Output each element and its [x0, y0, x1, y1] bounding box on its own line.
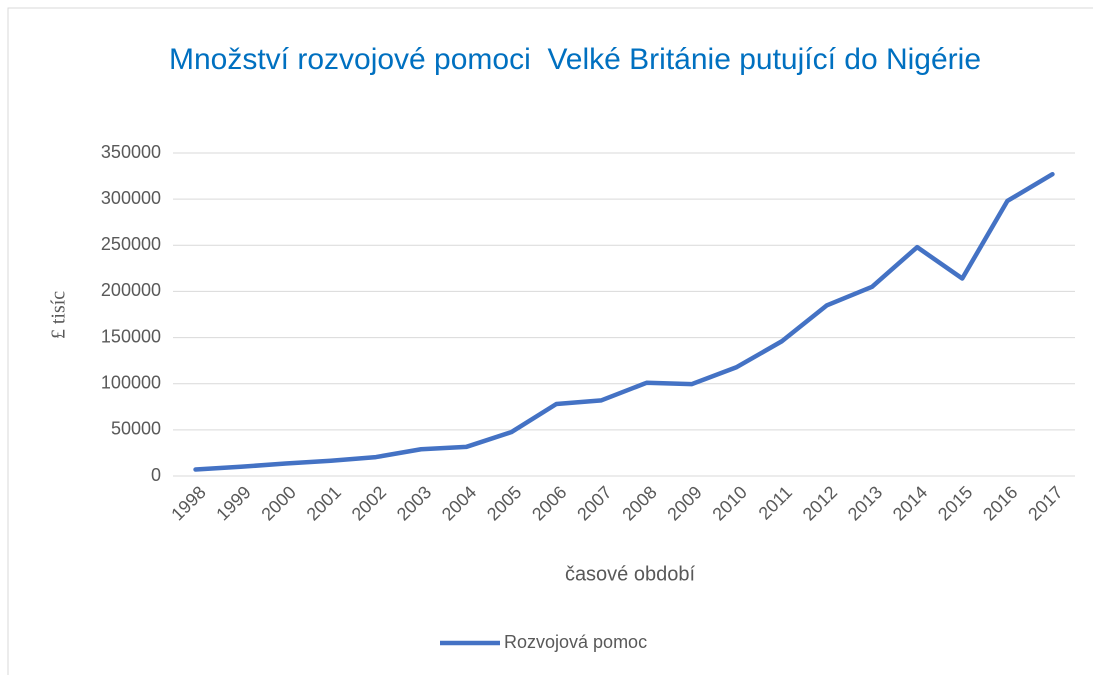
chart-title: Množství rozvojové pomoci Velké Británie… — [168, 43, 982, 76]
x-tick-label: 2012 — [799, 482, 841, 524]
x-tick-label: 2017 — [1024, 482, 1066, 524]
legend-label: Rozvojová pomoc — [504, 632, 647, 652]
y-tick-label: 200000 — [101, 280, 161, 300]
x-tick-label: 2007 — [573, 482, 615, 524]
y-tick-label: 250000 — [101, 234, 161, 254]
y-tick-label: 150000 — [101, 326, 161, 346]
x-tick-label: 2000 — [257, 482, 299, 524]
x-tick-label: 1999 — [212, 482, 254, 524]
y-axis-title: £ tisíc — [48, 291, 70, 339]
x-axis-title: časové období — [565, 563, 696, 585]
y-tick-label: 0 — [151, 465, 161, 485]
x-tick-label: 2016 — [979, 482, 1021, 524]
y-tick-label: 300000 — [101, 188, 161, 208]
x-tick-label: 2009 — [663, 482, 705, 524]
x-tick-label: 2008 — [618, 482, 660, 524]
x-tick-label: 2011 — [755, 482, 797, 524]
x-tick-label: 2003 — [393, 482, 435, 524]
x-tick-label: 2013 — [844, 482, 886, 524]
y-tick-label: 350000 — [101, 142, 161, 162]
x-tick-label: 2014 — [889, 482, 931, 524]
y-tick-label: 50000 — [111, 419, 161, 439]
chart-border — [7, 7, 1093, 675]
x-tick-label: 2004 — [438, 482, 480, 524]
x-tick-label: 2010 — [708, 482, 750, 524]
y-tick-label: 100000 — [101, 372, 161, 392]
x-tick-label: 2015 — [934, 482, 976, 524]
data-line — [193, 171, 1055, 472]
x-tick-label: 2002 — [348, 482, 390, 524]
x-tick-label: 2001 — [303, 482, 345, 524]
x-tick-label: 2006 — [528, 482, 570, 524]
x-tick-label: 1998 — [167, 482, 209, 524]
x-tick-label: 2005 — [483, 482, 525, 524]
